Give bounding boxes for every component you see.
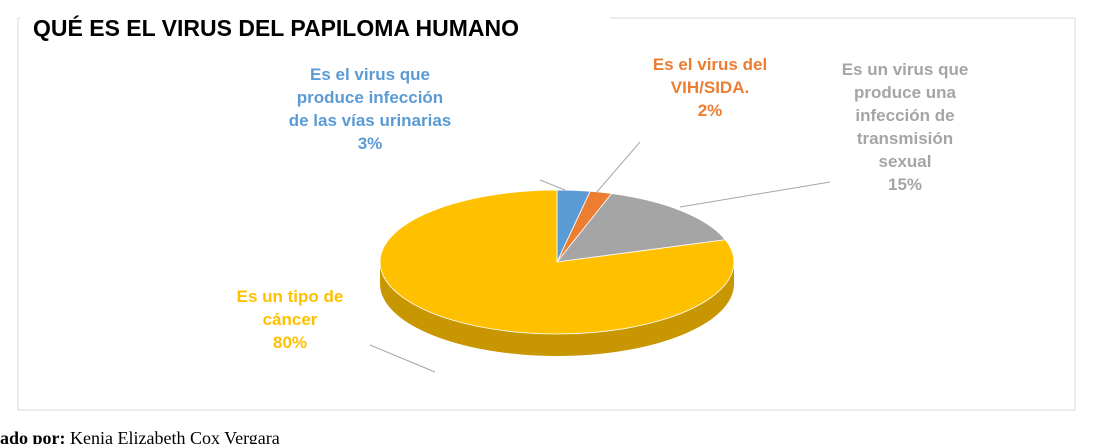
- data-label-line: produce una: [854, 83, 957, 102]
- footer-label: ado por:: [0, 428, 66, 444]
- slice: [379, 189, 735, 335]
- data-label-line: transmisión: [857, 129, 953, 148]
- data-label-line: de las vías urinarias: [289, 111, 452, 130]
- data-label-line: cáncer: [263, 310, 318, 329]
- data-label-line: infección de: [855, 106, 954, 125]
- value-label: 80%: [273, 333, 307, 352]
- leader-line: [679, 181, 831, 208]
- data-label-line: Es un virus que: [842, 60, 969, 79]
- slice-side: [380, 262, 734, 356]
- title-bg: [20, 6, 610, 40]
- value-label: 3%: [358, 134, 383, 153]
- data-label-line: Es el virus que: [310, 65, 430, 84]
- data-label-line: produce infección: [297, 88, 443, 107]
- data-label: Es un virus que produce una infección de tr…: [842, 60, 969, 194]
- leader-line: [595, 141, 641, 194]
- data-label: Es el virus que produce infección de las v…: [289, 65, 452, 153]
- data-label-line: Es el virus del: [653, 55, 767, 74]
- data-label-line: VIH/SIDA.: [671, 78, 749, 97]
- data-label: Es el virus del VIH/SIDA. 2%: [653, 55, 767, 120]
- footer: ado por: Kenia Elizabeth Cox Vergara: [0, 428, 280, 444]
- slice: [556, 193, 727, 263]
- footer-text: Kenia Elizabeth Cox Vergara: [70, 428, 280, 444]
- leader-line: [369, 344, 436, 373]
- value-label: 2%: [698, 101, 723, 120]
- value-label: 15%: [888, 175, 922, 194]
- data-label-line: Es un tipo de: [237, 287, 344, 306]
- leader-line: [539, 179, 566, 191]
- chart-title: QUÉ ES EL VIRUS DEL PAPILOMA HUMANO: [33, 14, 519, 41]
- data-label-line: sexual: [879, 152, 932, 171]
- data-label: Es un tipo de cáncer 80%: [237, 287, 344, 352]
